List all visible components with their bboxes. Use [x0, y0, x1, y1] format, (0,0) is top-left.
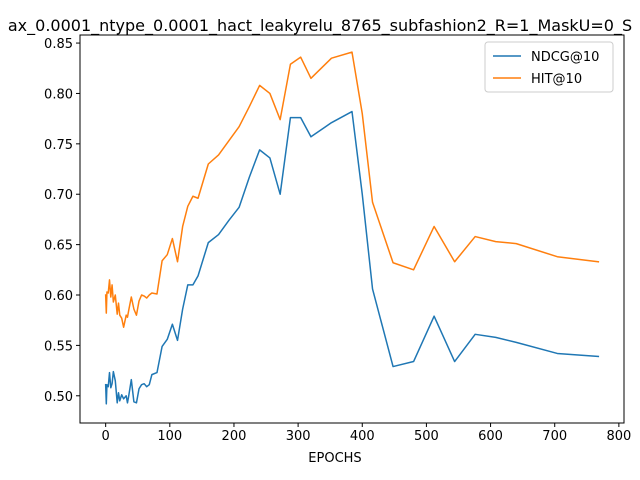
y-tick-label: 0.80 [44, 87, 73, 102]
y-tick-label: 0.60 [44, 289, 73, 304]
y-tick-label: 0.50 [44, 390, 73, 405]
y-tick-label: 0.70 [44, 188, 73, 203]
x-axis: 0 100 200 300 400 500 600 700 800 [102, 423, 631, 444]
x-tick-label: 800 [606, 429, 631, 444]
x-tick-label: 600 [478, 429, 503, 444]
legend-box [484, 41, 614, 93]
x-tick-label: 400 [350, 429, 375, 444]
y-tick-label: 0.55 [44, 339, 73, 354]
series-line-ndcg-10 [104, 110, 600, 405]
x-tick-label: 300 [286, 429, 311, 444]
x-tick-label: 0 [102, 429, 110, 444]
y-tick-label: 0.85 [44, 37, 73, 52]
series-layer [104, 51, 600, 405]
legend-label: HIT@10 [531, 72, 582, 87]
legend: NDCG@10 HIT@10 [484, 41, 614, 93]
chart-title: ax_0.0001_ntype_0.0001_hact_leakyrelu_87… [8, 16, 632, 36]
y-axis: 0.50 0.55 0.60 0.65 0.70 0.75 0.80 0.85 [44, 37, 80, 405]
x-tick-label: 200 [222, 429, 247, 444]
series-line-hit-10 [104, 51, 600, 329]
y-tick-label: 0.75 [44, 138, 73, 153]
x-tick-label: 700 [542, 429, 567, 444]
x-tick-label: 100 [157, 429, 182, 444]
y-tick-label: 0.65 [44, 239, 73, 254]
x-axis-label: EPOCHS [308, 451, 361, 466]
plot-frame [79, 34, 625, 424]
x-tick-label: 500 [414, 429, 439, 444]
legend-label: NDCG@10 [531, 50, 599, 65]
